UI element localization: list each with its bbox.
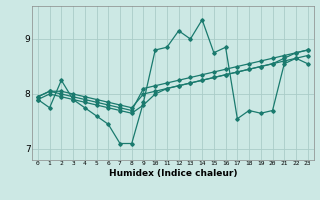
X-axis label: Humidex (Indice chaleur): Humidex (Indice chaleur) [108,169,237,178]
